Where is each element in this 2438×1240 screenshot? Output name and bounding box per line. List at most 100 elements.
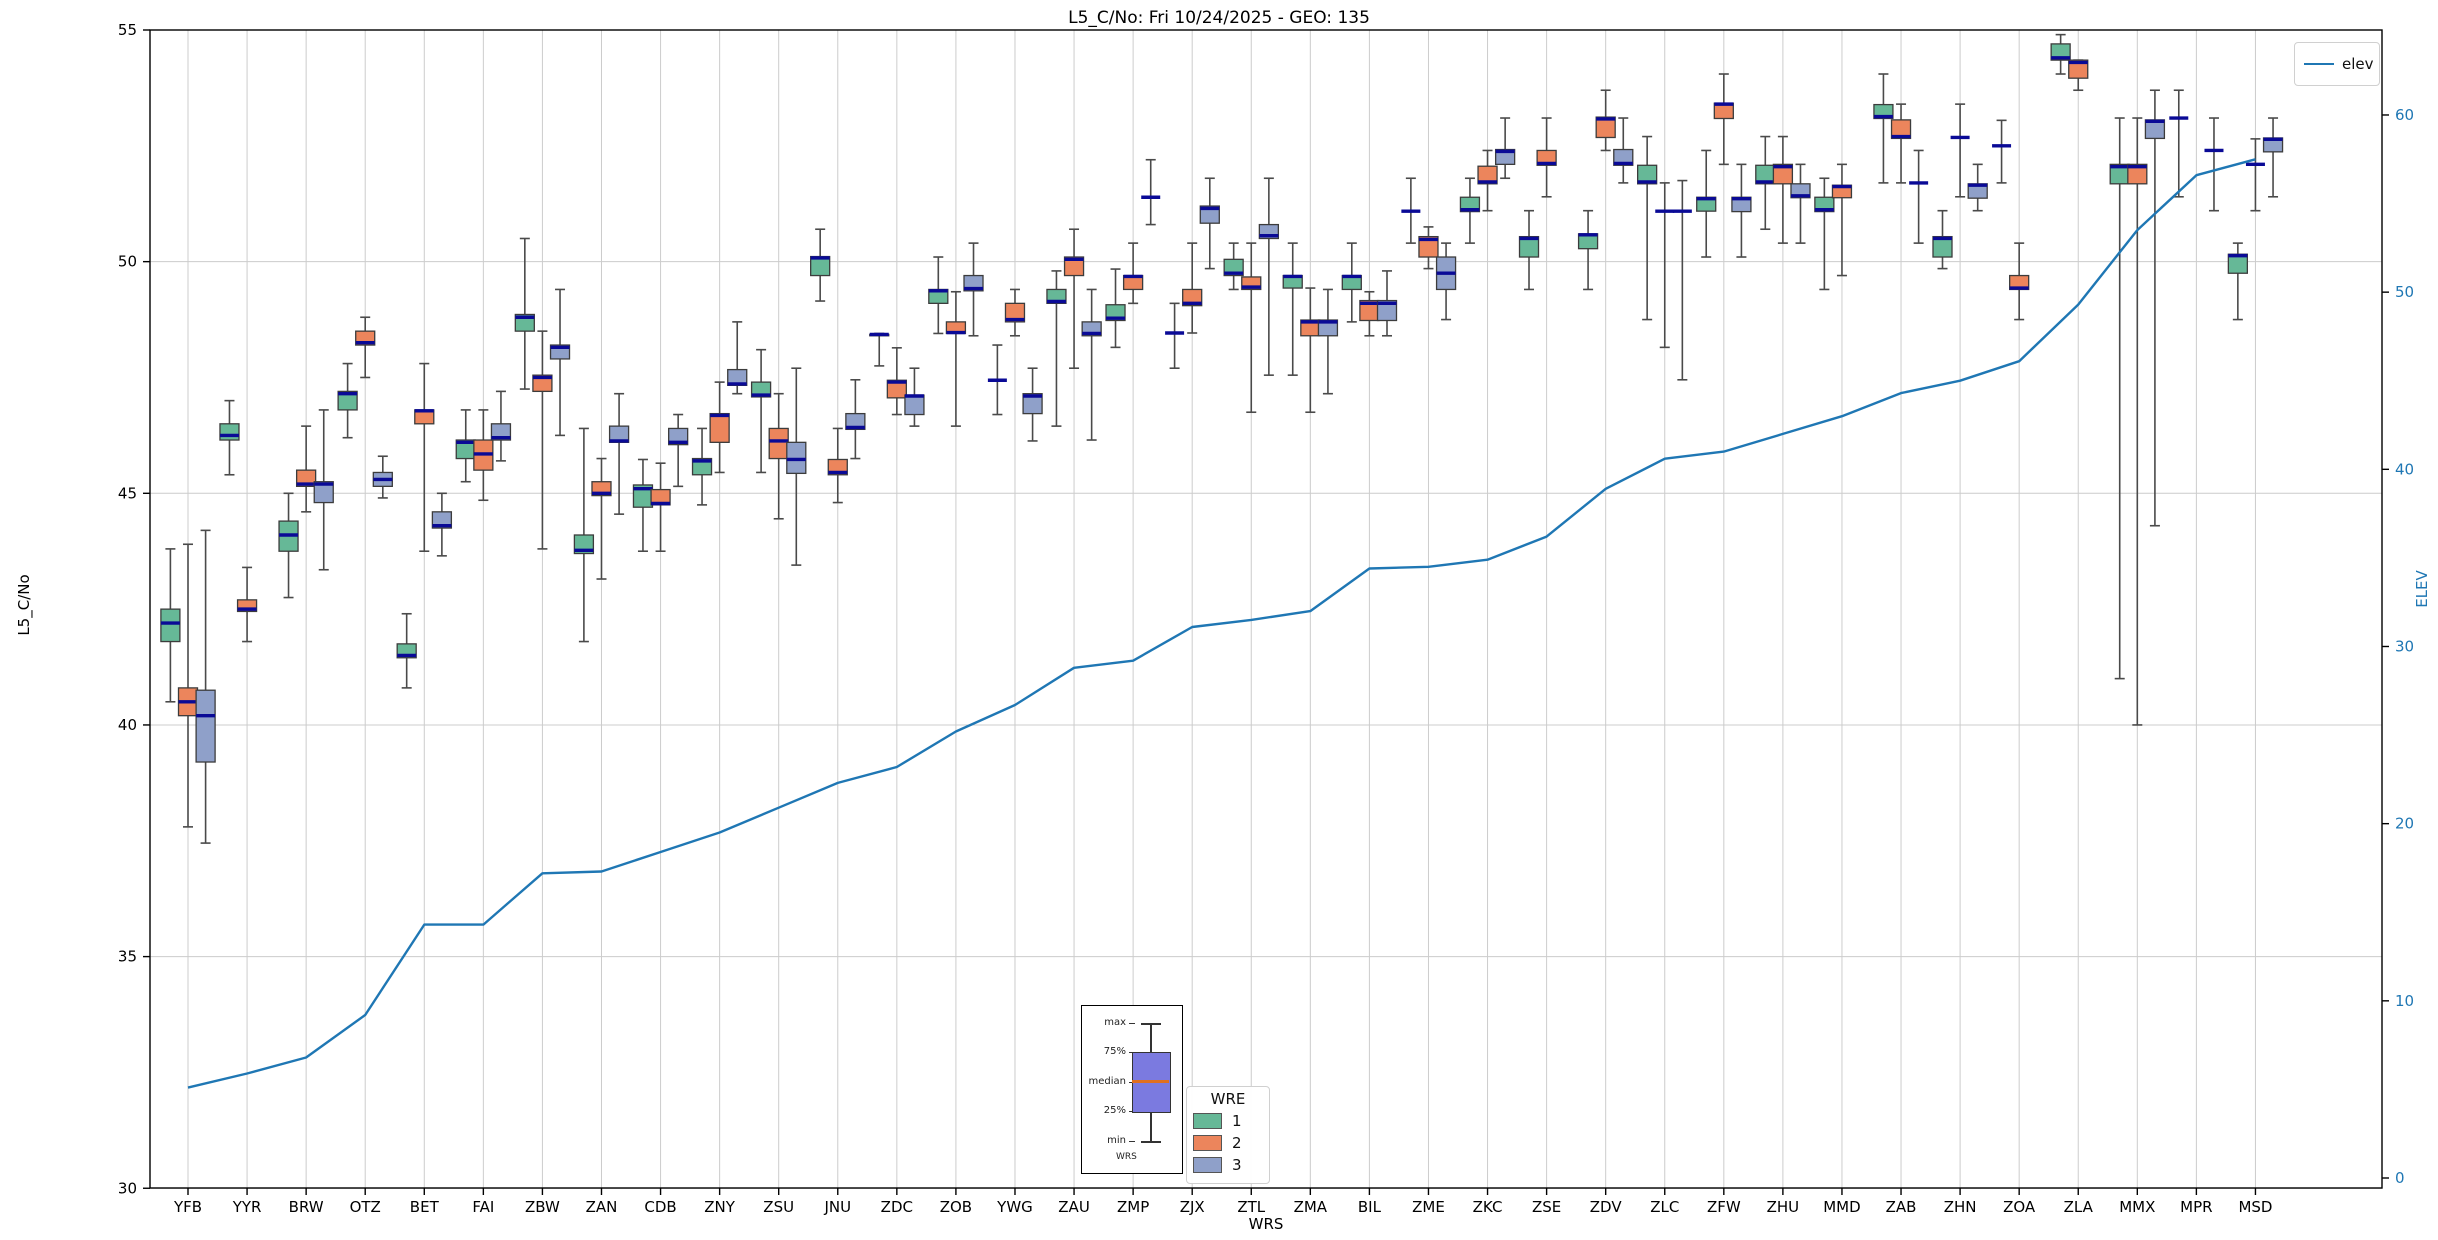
boxplot-ZAU-wre1[interactable]: [1046, 270, 1067, 427]
boxplot-ZNY-wre3[interactable]: [727, 321, 748, 395]
boxplot-ZHN-wre1[interactable]: [1932, 209, 1953, 270]
boxplot-ZSU-wre1[interactable]: [750, 348, 772, 474]
boxplot-ZLC-wre1[interactable]: [1637, 135, 1658, 321]
boxplot-ZDC-wre1[interactable]: [869, 332, 890, 367]
boxplot-ZLC-wre2[interactable]: [1655, 182, 1675, 349]
boxplot-BRW-wre3[interactable]: [313, 409, 334, 571]
boxplot-ZMP-wre2[interactable]: [1122, 242, 1144, 305]
boxplot-BIL-wre3[interactable]: [1376, 270, 1398, 337]
boxplot-ZDC-wre3[interactable]: [904, 367, 925, 427]
boxplot-ZBW-wre3[interactable]: [549, 288, 571, 437]
boxplot-ZOA-wre2[interactable]: [2009, 242, 2030, 321]
boxplot-OTZ-wre1[interactable]: [337, 362, 358, 439]
boxplot-ZMP-wre3[interactable]: [1141, 158, 1161, 226]
wre-legend[interactable]: WRE 1 2 3: [1186, 1086, 1270, 1184]
boxplot-MSD-wre3[interactable]: [2262, 117, 2284, 198]
boxplot-BET-wre3[interactable]: [431, 492, 453, 557]
boxplot-ZOA-wre1[interactable]: [1992, 119, 2012, 184]
boxplot-ZAB-wre1[interactable]: [1873, 73, 1894, 184]
boxplot-YFB-wre1[interactable]: [160, 548, 181, 703]
boxplot-ZAU-wre3[interactable]: [1081, 288, 1102, 441]
boxplot-MMD-wre2[interactable]: [1831, 163, 1853, 277]
boxplot-CDB-wre3[interactable]: [668, 413, 689, 488]
boxplot-ZKC-wre3[interactable]: [1494, 117, 1516, 180]
elev-line[interactable]: [187, 158, 2256, 1089]
boxplot-ZFW-wre1[interactable]: [1696, 149, 1717, 258]
wre-legend-item-1[interactable]: 1: [1193, 1112, 1263, 1130]
boxplot-MMD-wre1[interactable]: [1814, 177, 1835, 291]
boxplot-BRW-wre2[interactable]: [295, 425, 317, 513]
boxplot-ZHN-wre3[interactable]: [1967, 163, 1988, 212]
boxplot-YFB-wre3[interactable]: [195, 529, 216, 844]
boxplot-ZAB-wre3[interactable]: [1909, 149, 1929, 244]
boxplot-ZAN-wre3[interactable]: [608, 392, 630, 515]
boxplot-ZME-wre2[interactable]: [1418, 226, 1439, 270]
boxplot-ZLC-wre3[interactable]: [1672, 179, 1692, 381]
boxplot-ZBW-wre1[interactable]: [514, 237, 535, 390]
boxplot-FAI-wre1[interactable]: [455, 409, 476, 483]
boxplot-ZSE-wre2[interactable]: [1536, 117, 1557, 198]
boxplot-ZDV-wre2[interactable]: [1595, 89, 1616, 152]
boxplot-ZSE-wre1[interactable]: [1518, 209, 1540, 291]
boxplot-BET-wre2[interactable]: [414, 362, 435, 553]
boxplot-ZHN-wre2[interactable]: [1950, 103, 1970, 198]
boxplot-ZDC-wre2[interactable]: [886, 347, 907, 416]
boxplot-ZMP-wre1[interactable]: [1105, 268, 1126, 349]
boxplot-ZAN-wre2[interactable]: [591, 457, 612, 580]
boxplot-YFB-wre2[interactable]: [177, 543, 199, 828]
boxplot-MPR-wre1[interactable]: [2169, 89, 2189, 198]
wre-legend-item-3[interactable]: 3: [1193, 1156, 1263, 1174]
boxplot-ZMA-wre2[interactable]: [1300, 287, 1321, 414]
boxplot-ZJX-wre1[interactable]: [1165, 302, 1185, 370]
boxplot-ZKC-wre2[interactable]: [1477, 149, 1498, 212]
boxplot-ZFW-wre2[interactable]: [1713, 73, 1734, 166]
wre-legend-item-2[interactable]: 2: [1193, 1134, 1263, 1152]
boxplot-OTZ-wre2[interactable]: [355, 316, 376, 379]
elev-line-legend[interactable]: elev: [2294, 42, 2380, 86]
boxplot-ZTL-wre1[interactable]: [1223, 242, 1244, 291]
boxplot-CDB-wre2[interactable]: [650, 462, 671, 553]
boxplot-BIL-wre2[interactable]: [1359, 290, 1380, 337]
boxplot-MMX-wre3[interactable]: [2144, 89, 2166, 527]
boxplot-MMX-wre2[interactable]: [2127, 117, 2148, 726]
boxplot-JNU-wre3[interactable]: [845, 378, 866, 460]
boxplot-ZTL-wre3[interactable]: [1258, 177, 1280, 376]
boxplot-YWG-wre1[interactable]: [987, 344, 1007, 416]
boxplot-MSD-wre1[interactable]: [2227, 242, 2249, 321]
boxplot-ZMA-wre1[interactable]: [1282, 242, 1303, 376]
boxplot-ZHU-wre1[interactable]: [1755, 135, 1776, 231]
boxplot-BET-wre1[interactable]: [396, 612, 417, 689]
boxplot-ZLA-wre1[interactable]: [2050, 33, 2071, 75]
boxplot-ZKC-wre1[interactable]: [1459, 177, 1481, 244]
boxplot-YWG-wre2[interactable]: [1004, 288, 1026, 337]
boxplot-ZAB-wre2[interactable]: [1890, 103, 1912, 184]
boxplot-ZNY-wre2[interactable]: [709, 381, 730, 474]
boxplot-FAI-wre2[interactable]: [473, 409, 494, 502]
boxplot-BIL-wre1[interactable]: [1341, 242, 1362, 323]
boxplot-CDB-wre1[interactable]: [632, 458, 654, 553]
boxplot-OTZ-wre3[interactable]: [372, 455, 393, 499]
boxplot-YWG-wre3[interactable]: [1022, 367, 1043, 442]
boxplot-ZJX-wre2[interactable]: [1182, 242, 1203, 334]
boxplot-ZOB-wre2[interactable]: [945, 290, 967, 427]
boxplot-ZJX-wre3[interactable]: [1199, 177, 1220, 270]
boxplot-MMX-wre1[interactable]: [2109, 117, 2130, 680]
boxplot-ZME-wre1[interactable]: [1401, 177, 1421, 244]
boxplot-ZHU-wre2[interactable]: [1772, 135, 1794, 244]
boxplot-ZOB-wre3[interactable]: [963, 242, 984, 337]
boxplot-YYR-wre1[interactable]: [219, 399, 240, 476]
boxplot-ZSU-wre2[interactable]: [768, 392, 789, 520]
boxplot-ZOB-wre1[interactable]: [928, 256, 949, 335]
boxplot-ZDV-wre3[interactable]: [1613, 117, 1634, 184]
boxplot-ZHU-wre3[interactable]: [1790, 163, 1811, 244]
boxplot-ZME-wre3[interactable]: [1435, 242, 1457, 321]
boxplot-MPR-wre3[interactable]: [2204, 117, 2224, 212]
boxplot-ZAN-wre1[interactable]: [573, 427, 595, 643]
boxplot-ZMA-wre3[interactable]: [1317, 288, 1339, 395]
boxplot-ZBW-wre2[interactable]: [532, 330, 553, 550]
boxplot-ZSU-wre3[interactable]: [786, 367, 807, 566]
boxplot-ZLA-wre2[interactable]: [2068, 59, 2089, 92]
boxplot-BRW-wre1[interactable]: [278, 492, 299, 599]
boxplot-ZAU-wre2[interactable]: [1063, 228, 1085, 370]
